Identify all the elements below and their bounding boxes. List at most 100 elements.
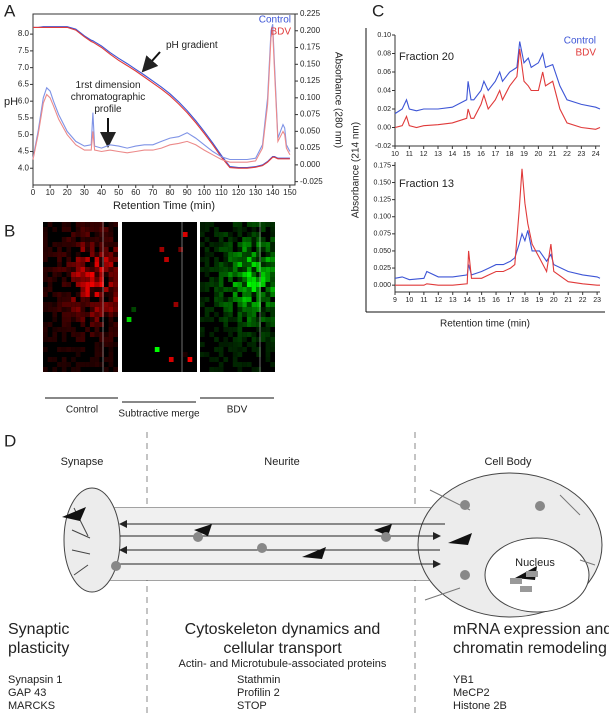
heatmap-cell (66, 227, 72, 232)
heatmap-cell (66, 327, 72, 332)
heatmap-cell (108, 277, 114, 282)
heatmap-cell (85, 327, 90, 332)
heatmap-bg (122, 222, 197, 372)
heatmap-cell (66, 267, 72, 272)
heatmap-cell (80, 262, 86, 267)
heatmap-cell (256, 307, 261, 312)
heatmap-cell (108, 287, 114, 292)
heatmap-cell (232, 297, 238, 302)
heatmap-cell (66, 282, 72, 287)
heatmap-cell (256, 222, 261, 227)
heatmap-cell (66, 317, 72, 322)
heatmap-cell (75, 257, 81, 262)
heatmap-cell (256, 242, 261, 247)
heatmap-cell (232, 222, 238, 227)
heatmap-cell (246, 272, 252, 277)
heatmap-cell (108, 237, 114, 242)
heatmap-cell (71, 327, 76, 332)
heatmap-cell (80, 222, 86, 227)
y-tick-label: 6.0 (18, 96, 30, 105)
heatmap-cell (246, 252, 252, 257)
heatmap-cell (204, 352, 210, 357)
heatmap-cell (85, 257, 90, 262)
heatmap-cell (99, 292, 104, 297)
heatmap-cell (214, 327, 219, 332)
heatmap-cell (251, 272, 257, 277)
y-tick-label: 0.00 (377, 124, 391, 131)
heatmap-cell (214, 247, 219, 252)
heatmap-cell (94, 242, 100, 247)
legend-label: Control (259, 15, 291, 26)
heatmap-cell (214, 257, 219, 262)
heatmap-cell (232, 337, 238, 342)
heatmap-cell (200, 222, 205, 227)
heatmap-cell (75, 317, 81, 322)
heatmap-cell (251, 262, 257, 267)
heatmap-cell (52, 277, 58, 282)
heatmap-cell (103, 287, 109, 292)
heatmap-cell (113, 327, 118, 332)
y2-tick-label: 0.025 (300, 143, 321, 152)
y2-tick-label: 0.125 (300, 76, 321, 85)
heatmap-cell (108, 317, 114, 322)
heatmap-cell (260, 317, 266, 322)
heatmap-cell (256, 262, 261, 267)
heatmap-cell (232, 362, 238, 367)
protein-list: Synapsin 1 GAP 43 MARCKS (8, 674, 62, 713)
heatmap-cell (94, 282, 100, 287)
heatmap-cell (113, 322, 118, 327)
heatmap-cell (89, 292, 95, 297)
heatmap-cell (223, 287, 229, 292)
heatmap-cell (228, 307, 233, 312)
x-tick-label: 12 (420, 151, 428, 158)
heatmap-cell (251, 237, 257, 242)
heatmap-cell (113, 282, 118, 287)
heatmap-cell (218, 292, 224, 297)
heatmap-cell (270, 287, 275, 292)
heatmap-cell (228, 247, 233, 252)
heatmap-cell (214, 227, 219, 232)
heatmap-cell (80, 322, 86, 327)
heatmap-cell (251, 242, 257, 247)
heatmap-cell (260, 267, 266, 272)
heatmap-cell (85, 267, 90, 272)
heatmap-cell (94, 287, 100, 292)
heatmap-cell (246, 232, 252, 237)
heatmap-cell (57, 272, 62, 277)
y2-tick-label: 0.050 (300, 126, 321, 135)
heatmap-cell (94, 267, 100, 272)
heatmap-cell (251, 307, 257, 312)
heatmap-cell (99, 347, 104, 352)
heatmap-cell (223, 322, 229, 327)
heatmap-cell (218, 347, 224, 352)
heatmap-cell (246, 322, 252, 327)
heatmap-cell (256, 322, 261, 327)
heatmap-cell (80, 237, 86, 242)
heatmap-cell (265, 292, 271, 297)
y-tick-label: 6.5 (18, 80, 30, 89)
heatmap-cell (103, 232, 109, 237)
heatmap-cell (232, 287, 238, 292)
heatmap-cell (223, 262, 229, 267)
heatmap-cell (43, 267, 48, 272)
heatmap-cell (204, 262, 210, 267)
heatmap-cell (108, 307, 114, 312)
heatmap-cell (237, 282, 243, 287)
heatmap-cell (113, 312, 118, 317)
heatmap-cell (270, 262, 275, 267)
series-line (32, 30, 291, 163)
heatmap-cell (99, 242, 104, 247)
heatmap-cell (256, 277, 261, 282)
heatmap-cell (200, 352, 205, 357)
x-tick-label: 20 (534, 151, 542, 158)
heatmap-cell (108, 262, 114, 267)
heatmap-cell (71, 237, 76, 242)
x-tick-label: 110 (215, 188, 228, 197)
x-tick-label: 40 (97, 188, 106, 197)
heatmap-cell (85, 242, 90, 247)
heatmap-cell (214, 367, 219, 372)
heatmap-cell (61, 307, 67, 312)
heatmap-cell (256, 317, 261, 322)
heatmap-cell (242, 292, 247, 297)
